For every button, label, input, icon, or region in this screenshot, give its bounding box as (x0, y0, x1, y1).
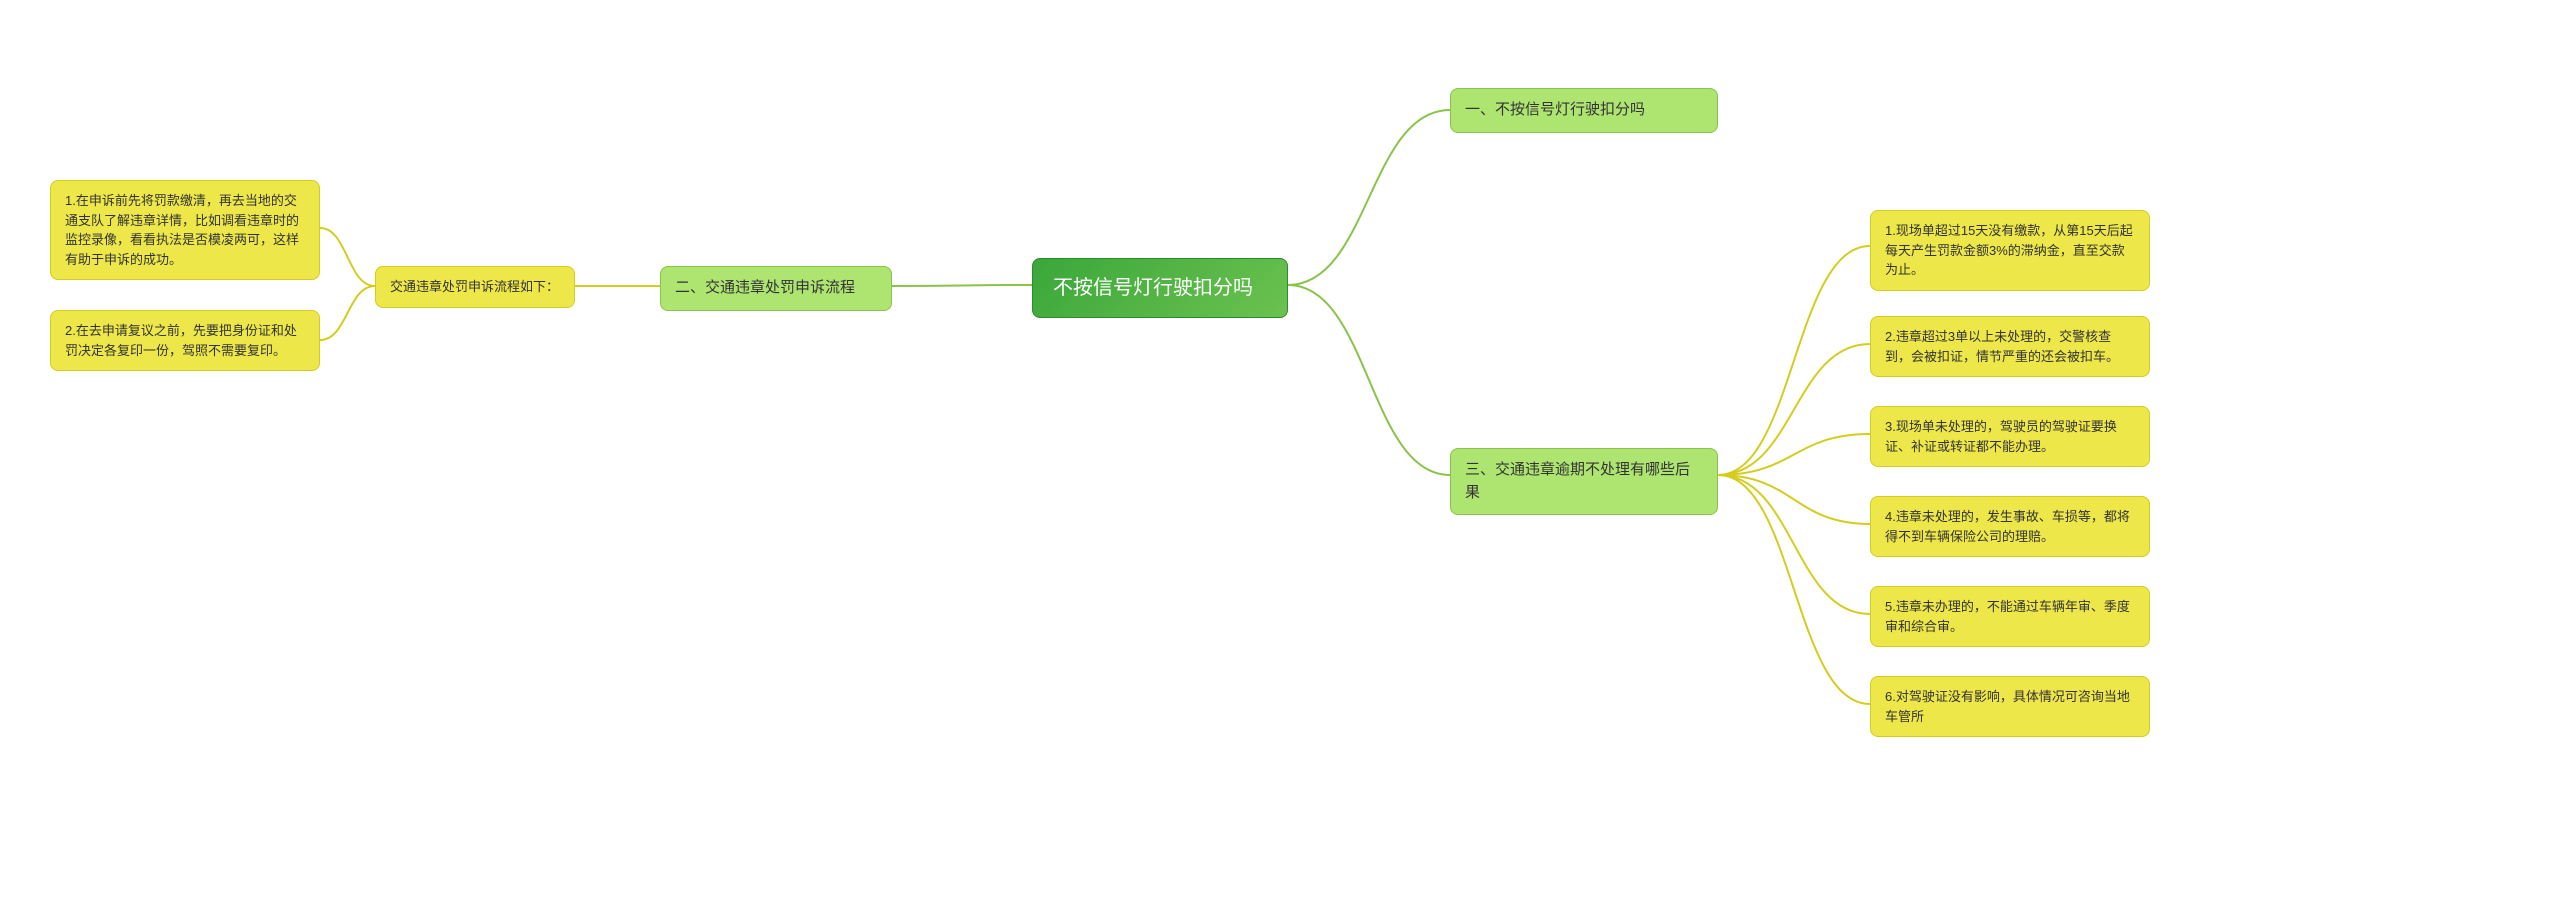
mindmap-branch: 二、交通违章处罚申诉流程 (660, 266, 892, 311)
mindmap-branch: 一、不按信号灯行驶扣分吗 (1450, 88, 1718, 133)
mindmap-leaf: 6.对驾驶证没有影响，具体情况可咨询当地车管所 (1870, 676, 2150, 737)
mindmap-leaf: 1.现场单超过15天没有缴款，从第15天后起每天产生罚款金额3%的滞纳金，直至交… (1870, 210, 2150, 291)
edge (1718, 246, 1870, 475)
mindmap-leaf: 2.在去申请复议之前，先要把身份证和处罚决定各复印一份，驾照不需要复印。 (50, 310, 320, 371)
edge (320, 228, 375, 286)
edge (1718, 475, 1870, 614)
mindmap-leaf: 4.违章未处理的，发生事故、车损等，都将得不到车辆保险公司的理赔。 (1870, 496, 2150, 557)
mindmap-leaf: 3.现场单未处理的，驾驶员的驾驶证要换证、补证或转证都不能办理。 (1870, 406, 2150, 467)
mindmap-branch: 三、交通违章逾期不处理有哪些后果 (1450, 448, 1718, 515)
connector-layer (0, 0, 2560, 923)
mindmap-leaf: 1.在申诉前先将罚款缴清，再去当地的交通支队了解违章详情，比如调看违章时的监控录… (50, 180, 320, 280)
edge (1718, 475, 1870, 704)
mindmap-leaf: 2.违章超过3单以上未处理的，交警核查到，会被扣证，情节严重的还会被扣车。 (1870, 316, 2150, 377)
edge (1288, 110, 1450, 285)
edge (1718, 434, 1870, 475)
mindmap-root: 不按信号灯行驶扣分吗 (1032, 258, 1288, 318)
edge (320, 286, 375, 340)
mindmap-leaf: 交通违章处罚申诉流程如下： (375, 266, 575, 308)
edge (1718, 475, 1870, 524)
mindmap-leaf: 5.违章未办理的，不能通过车辆年审、季度审和综合审。 (1870, 586, 2150, 647)
edge (1718, 344, 1870, 475)
edge (1288, 285, 1450, 475)
edge (892, 285, 1032, 286)
